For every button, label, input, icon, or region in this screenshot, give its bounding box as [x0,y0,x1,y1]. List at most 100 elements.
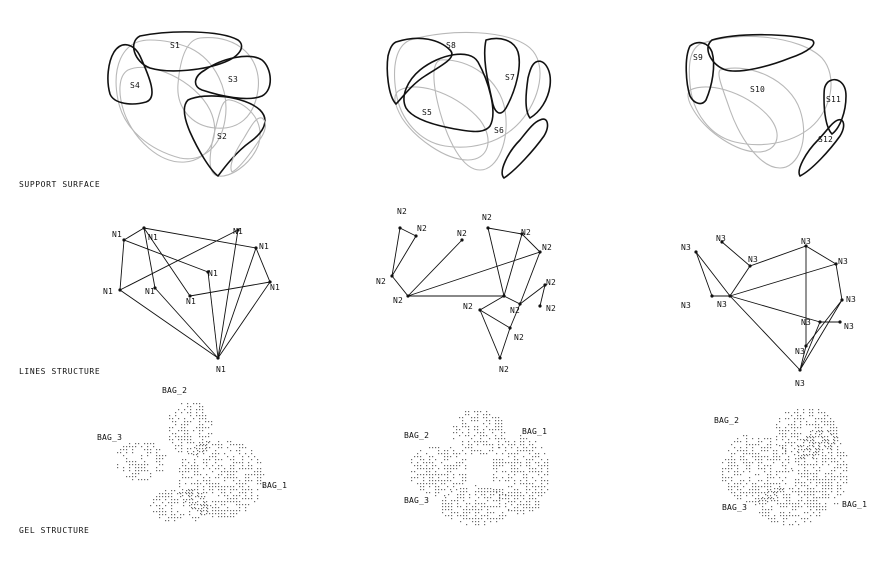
gel-dot [447,450,449,452]
gel-dot [165,493,167,495]
gel-dot [734,453,736,455]
gel-dot [529,504,531,506]
gel-dot [489,429,491,431]
gel-dot [184,436,186,438]
gel-dot [798,524,800,526]
gel-dot [236,489,238,491]
gel-dot [221,492,223,494]
gel-dot [777,488,779,490]
gel-dot [827,442,829,444]
gel-dot [477,426,479,428]
surface-s6-a [525,60,552,119]
gel-dot [263,486,265,488]
gel-dot [511,504,513,506]
gel-dot [442,512,444,514]
gel-dot [819,503,821,505]
gel-dot [472,521,474,523]
gel-dot [746,501,748,503]
gel-dot [420,459,422,461]
gel-dot [776,456,778,458]
gel-dot [828,458,830,460]
gel-dot [197,510,199,512]
gel-dot [159,458,161,460]
gel-dot [502,492,504,494]
gel-dot [215,444,217,446]
gel-dot [795,491,797,493]
gel-dot [768,491,770,493]
gel-dot [203,450,205,452]
gel-dot [465,468,467,470]
gel-dot [785,483,787,485]
gel-dot [445,506,447,508]
gel-dot [193,451,195,453]
gel-dot [822,458,824,460]
gel-dot [236,513,238,515]
gel-dot [224,492,226,494]
gel-dot [514,474,516,476]
gel-dot [150,476,152,478]
gel-dot [199,445,201,447]
gel-dot [117,464,119,466]
node-label-n3: N3 [838,257,848,266]
gel-dot [487,518,489,520]
gel-dot [189,490,191,492]
gel-dot [480,453,482,455]
gel-dot [776,483,778,485]
gel-dot [822,485,824,487]
gel-dot [770,474,772,476]
gel-dot [782,447,784,449]
gel-dot [837,440,839,442]
gel-dot [815,442,817,444]
gel-dot [734,459,736,461]
gel-dot [837,476,839,478]
gel-dot [755,498,757,500]
gel-dot [529,465,531,467]
gel-dot [831,488,833,490]
gel-dot [794,418,796,420]
gel-dot [251,492,253,494]
gel-dot [468,426,470,428]
gel-dot [123,446,125,448]
gel-dot [746,459,748,461]
gel-dot [822,452,824,454]
gel-dot [175,424,177,426]
gel-dot [740,474,742,476]
gel-dot [132,464,134,466]
gel-dot [218,453,220,455]
gel-dot [797,439,799,441]
gel-dot [177,499,179,501]
gel-dot [794,433,796,435]
gel-dot [429,459,431,461]
gel-dot [489,420,491,422]
gel-dot [429,468,431,470]
gel-dot [199,421,201,423]
gel-dot [208,433,210,435]
gel-dot [490,521,492,523]
gel-dot [200,513,202,515]
gel-dot [526,459,528,461]
gel-dot [731,480,733,482]
gel-dot [502,512,504,514]
gel-dot [780,488,782,490]
gel-dot [755,486,757,488]
node-label-n1: N1 [233,227,243,236]
gel-dot [493,512,495,514]
gel-dot [193,430,195,432]
gel-dot [245,492,247,494]
gel-dot [426,471,428,473]
gel-dot [218,495,220,497]
gel-dot [236,462,238,464]
gel-dot [514,498,516,500]
gel-dot [171,505,173,507]
gel-dot [532,492,534,494]
gel-dot [794,430,796,432]
gel-dot [495,420,497,422]
gel-dot [758,441,760,443]
gel-dot [499,480,501,482]
gel-dot [478,509,480,511]
gel-dot [159,449,161,451]
gel-dot [833,424,835,426]
gel-dot [182,495,184,497]
gel-dot [822,497,824,499]
gel-dot [740,450,742,452]
